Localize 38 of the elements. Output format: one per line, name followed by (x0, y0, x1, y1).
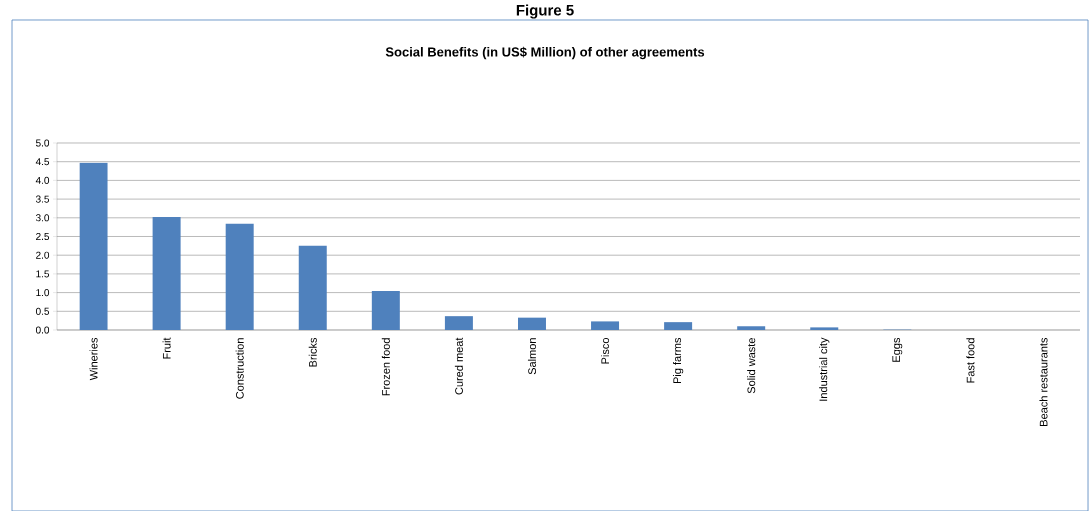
bar (444, 316, 473, 330)
y-tick-label: 1.5 (36, 270, 50, 278)
bar (225, 223, 254, 330)
bar (591, 321, 620, 330)
x-tick-label: Fruit (162, 337, 171, 359)
y-tick-label: 0.5 (35, 307, 50, 315)
bar (298, 245, 327, 330)
x-tick-label: Construction (235, 338, 244, 399)
y-tick-label: 0.0 (35, 326, 50, 334)
x-tick-label: Cured meat (454, 337, 463, 395)
x-tick-label: Beach restaurants (1039, 337, 1048, 426)
bar (79, 162, 108, 330)
chart-title: Social Benefits (in US$ Million) of other agreements (385, 46, 705, 60)
x-tick-label: Industrial city (819, 337, 830, 401)
caption: Figure 5 (516, 4, 574, 19)
x-tick-label: Pig farms (672, 337, 684, 384)
y-tick-label: 3.5 (35, 195, 50, 203)
y-tick-label: 1.0 (36, 289, 50, 297)
x-tick-label: Salmon (527, 338, 537, 375)
y-tick-label: 3.0 (35, 214, 50, 222)
x-tick-label: Wineries (89, 337, 98, 381)
bar (371, 291, 400, 330)
x-tick-label: Pisco (601, 338, 610, 364)
bar (152, 217, 181, 330)
x-tick-label: Fast food (966, 338, 975, 383)
y-tick-label: 2.0 (36, 251, 50, 259)
y-tick-label: 5.0 (35, 139, 50, 147)
y-tick-label: 4.5 (35, 158, 50, 166)
y-tick-label: 2.5 (36, 232, 50, 241)
y-tick-label: 4.0 (35, 176, 50, 184)
bar (664, 322, 693, 330)
x-tick-label: Frozen food (381, 338, 390, 396)
x-tick-label: Solid waste (747, 338, 756, 394)
bar (810, 327, 839, 330)
x-tick-label: Bricks (308, 337, 317, 367)
bar (737, 326, 766, 330)
x-tick-label: Eggs (892, 337, 903, 362)
bar (517, 317, 546, 330)
